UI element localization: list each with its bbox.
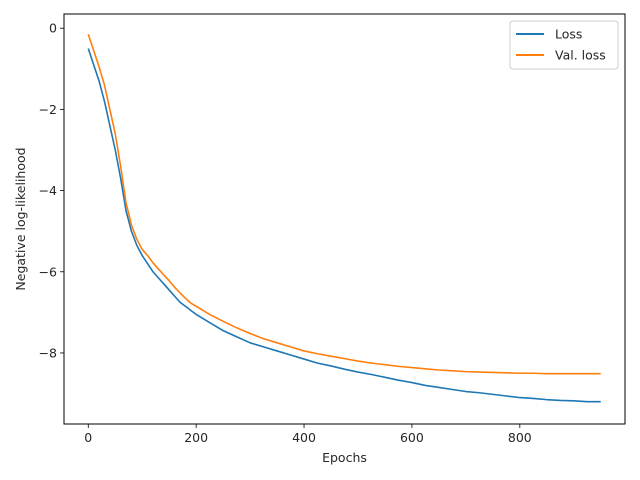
y-tick-label: −8 [39, 345, 57, 360]
plot-area [64, 14, 625, 424]
x-tick-label: 400 [292, 430, 316, 445]
y-tick-label: 0 [49, 21, 57, 36]
y-axis-label: Negative log-likelihood [13, 147, 28, 290]
legend-label-loss: Loss [555, 27, 582, 42]
y-tick-label: −6 [39, 264, 57, 279]
legend-label-val-loss: Val. loss [555, 48, 606, 63]
x-tick-label: 200 [184, 430, 208, 445]
x-tick-label: 600 [400, 430, 424, 445]
legend: Loss Val. loss [509, 20, 619, 70]
series-line-val-loss [87, 34, 601, 375]
plot-frame [63, 13, 626, 425]
ticks-layer: 0 200 400 600 800 0 −2 −4 −6 −8 [39, 21, 532, 445]
series-line-loss [87, 48, 601, 403]
x-axis-label: Epochs [322, 450, 367, 465]
y-tick-label: −4 [39, 183, 57, 198]
x-tick-label: 800 [508, 430, 532, 445]
y-tick-label: −2 [39, 102, 57, 117]
series-layer [87, 34, 601, 403]
x-tick-label: 0 [84, 430, 92, 445]
